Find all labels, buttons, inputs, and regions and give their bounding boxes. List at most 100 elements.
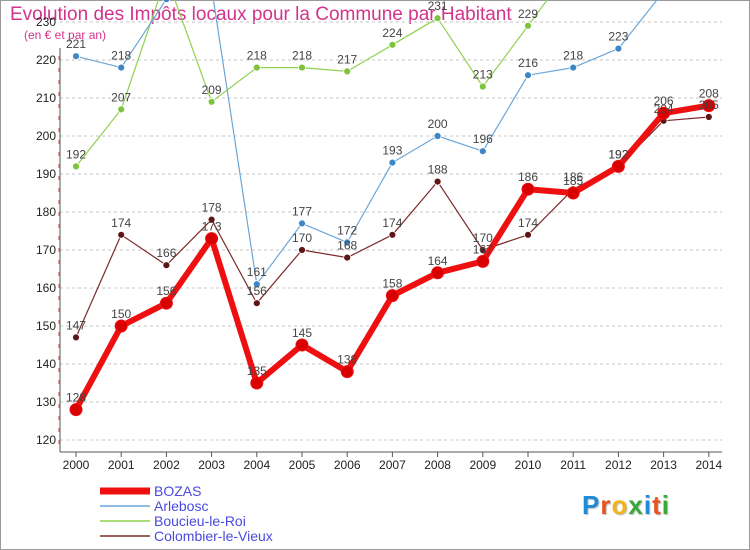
- data-point-bozas: [476, 254, 490, 268]
- data-point-bozas: [657, 106, 671, 120]
- x-tick-label-2008: 2008: [424, 458, 451, 472]
- x-tick-label-2011: 2011: [560, 458, 586, 472]
- data-label-bozas: 206: [654, 94, 674, 108]
- data-point-colombier-le-vieux: [478, 246, 487, 254]
- data-point-boucieu-le-roi: [478, 82, 487, 91]
- data-point-colombier-le-vieux: [433, 177, 442, 186]
- data-label-colombier-le-vieux: 170: [473, 231, 493, 245]
- data-point-bozas: [205, 232, 219, 246]
- data-label-colombier-le-vieux: 147: [66, 318, 86, 332]
- y-tick-label-180: 180: [36, 205, 56, 219]
- data-point-bozas: [702, 99, 716, 113]
- data-label-arlebosc: 172: [337, 223, 357, 237]
- data-point-bozas: [431, 266, 445, 280]
- y-tick-label-210: 210: [36, 91, 56, 105]
- data-label-arlebosc: 161: [247, 265, 267, 279]
- data-label-colombier-le-vieux: 166: [156, 246, 176, 260]
- data-point-colombier-le-vieux: [298, 246, 306, 254]
- y-tick-label-160: 160: [36, 281, 56, 295]
- data-label-colombier-le-vieux: 174: [111, 216, 131, 230]
- data-label-boucieu-le-roi: 207: [111, 90, 131, 104]
- data-label-arlebosc: 193: [382, 144, 402, 158]
- data-point-colombier-le-vieux: [343, 253, 352, 262]
- data-label-arlebosc: 218: [111, 49, 131, 63]
- data-label-colombier-le-vieux: 174: [382, 216, 402, 230]
- data-label-boucieu-le-roi: 209: [202, 83, 222, 97]
- x-tick-label-2009: 2009: [469, 458, 496, 472]
- data-point-arlebosc: [478, 147, 487, 156]
- data-point-boucieu-le-roi: [343, 67, 352, 76]
- x-tick-label-2006: 2006: [334, 458, 361, 472]
- x-tick-label-2012: 2012: [605, 458, 632, 472]
- data-point-boucieu-le-roi: [433, 14, 442, 23]
- logo-letter: i: [661, 490, 670, 520]
- data-point-bozas: [566, 186, 580, 200]
- y-tick-label-150: 150: [36, 319, 56, 333]
- data-label-colombier-le-vieux: 174: [518, 216, 538, 230]
- data-point-boucieu-le-roi: [117, 105, 126, 114]
- data-point-arlebosc: [343, 238, 352, 247]
- data-label-arlebosc: 200: [428, 117, 448, 131]
- data-label-colombier-le-vieux: 168: [337, 239, 357, 253]
- data-label-bozas: 128: [66, 391, 86, 405]
- data-label-boucieu-le-roi: 218: [292, 49, 312, 63]
- data-point-arlebosc: [524, 71, 532, 80]
- data-label-arlebosc: 177: [292, 204, 312, 218]
- data-label-boucieu-le-roi: 213: [473, 68, 493, 82]
- data-point-boucieu-le-roi: [524, 21, 532, 30]
- data-label-arlebosc: 221: [66, 37, 86, 51]
- axes: 1201301401501601701801902002102202302402…: [36, 15, 723, 472]
- data-point-arlebosc: [162, 0, 171, 4]
- logo-letter: x: [628, 490, 644, 520]
- legend-label-bozas: BOZAS: [154, 483, 201, 499]
- logo-letter: i: [643, 490, 653, 520]
- data-label-bozas: 167: [473, 242, 493, 256]
- x-tick-label-2010: 2010: [515, 458, 542, 472]
- data-point-colombier-le-vieux: [117, 230, 126, 239]
- data-point-boucieu-le-roi: [388, 40, 397, 49]
- data-label-bozas: 145: [292, 326, 312, 340]
- data-point-arlebosc: [72, 52, 80, 61]
- data-point-boucieu-le-roi: [298, 63, 306, 72]
- data-label-boucieu-le-roi: 217: [337, 52, 357, 66]
- data-point-bozas: [385, 289, 399, 303]
- data-label-colombier-le-vieux: 178: [202, 201, 222, 215]
- data-label-bozas: 164: [428, 254, 448, 268]
- legend: BOZASArleboscBoucieu-le-RoiColombier-le-…: [100, 483, 273, 544]
- data-point-arlebosc: [298, 219, 306, 228]
- y-tick-label-140: 140: [36, 357, 56, 371]
- y-tick-label-130: 130: [36, 395, 56, 409]
- data-label-boucieu-le-roi: 218: [247, 49, 267, 63]
- chart-subtitle: (en € et par an): [24, 28, 107, 42]
- y-tick-label-120: 120: [36, 433, 56, 447]
- x-tick-label-2004: 2004: [243, 458, 270, 472]
- data-label-arlebosc: 223: [608, 30, 628, 44]
- y-tick-label-200: 200: [36, 129, 56, 143]
- data-point-arlebosc: [252, 280, 261, 289]
- x-tick-label-2002: 2002: [153, 458, 180, 472]
- data-label-bozas: 135: [247, 364, 267, 378]
- grid-lines: [60, 21, 722, 441]
- data-label-bozas: 173: [202, 220, 222, 234]
- data-point-colombier-le-vieux: [252, 299, 261, 308]
- data-label-bozas: 138: [337, 353, 357, 367]
- data-label-arlebosc: 196: [473, 132, 493, 146]
- data-point-boucieu-le-roi: [72, 162, 80, 171]
- data-point-bozas: [340, 365, 354, 379]
- data-label-bozas: 208: [699, 87, 719, 101]
- data-label-bozas: 150: [111, 307, 131, 321]
- data-label-colombier-le-vieux: 188: [428, 163, 448, 177]
- data-point-bozas: [69, 403, 83, 417]
- data-label-arlebosc: 218: [563, 49, 583, 63]
- logo-letter: r: [600, 490, 612, 520]
- data-point-boucieu-le-roi: [252, 63, 261, 72]
- x-tick-label-2001: 2001: [108, 458, 135, 472]
- data-point-colombier-le-vieux: [704, 113, 713, 121]
- x-tick-label-2013: 2013: [650, 458, 677, 472]
- data-point-bozas: [521, 182, 535, 196]
- proxiti-logo: Proxiti: [582, 490, 670, 521]
- data-point-bozas: [250, 376, 264, 390]
- data-point-boucieu-le-roi: [207, 97, 216, 106]
- data-label-colombier-le-vieux: 170: [292, 231, 312, 245]
- data-point-colombier-le-vieux: [524, 230, 532, 239]
